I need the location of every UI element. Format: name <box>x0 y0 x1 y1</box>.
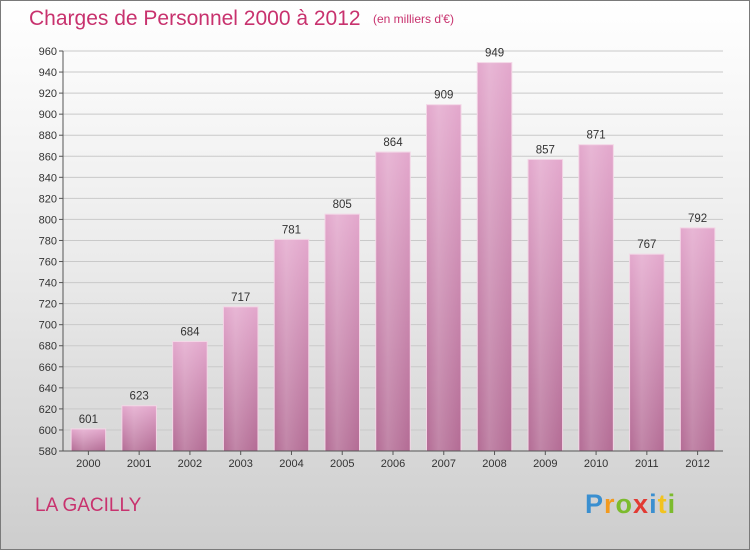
y-tick-label: 880 <box>39 130 57 142</box>
y-tick-label: 900 <box>39 109 57 121</box>
logo-letter: i <box>649 489 658 519</box>
x-tick-label: 2000 <box>76 458 100 470</box>
x-tick-label: 2001 <box>127 458 151 470</box>
bar-value-label: 864 <box>383 137 403 149</box>
x-tick-label: 2005 <box>330 458 354 470</box>
logo-letter: P <box>585 489 605 519</box>
bar-highlight <box>680 227 715 451</box>
bar-highlight <box>477 62 512 451</box>
x-tick-label: 2009 <box>533 458 557 470</box>
y-tick-label: 740 <box>39 278 57 290</box>
y-tick-label: 700 <box>39 320 57 332</box>
chart-subtitle: (en milliers d'€) <box>373 12 454 26</box>
x-tick-label: 2012 <box>685 458 709 470</box>
bar-value-label: 623 <box>130 391 149 403</box>
y-tick-label: 860 <box>39 151 57 163</box>
bar-value-label: 871 <box>586 130 605 142</box>
x-tick-label: 2007 <box>432 458 456 470</box>
y-tick-label: 620 <box>39 404 57 416</box>
x-tick-label: 2006 <box>381 458 405 470</box>
bar-highlight <box>223 306 258 451</box>
y-tick-label: 940 <box>39 67 57 79</box>
y-tick-label: 780 <box>39 235 57 247</box>
y-tick-label: 960 <box>39 46 57 58</box>
x-tick-label: 2010 <box>584 458 608 470</box>
bar-value-label: 684 <box>180 327 200 339</box>
proxiti-logo[interactable]: Proxiti <box>585 489 676 520</box>
x-tick-label: 2002 <box>178 458 202 470</box>
y-tick-label: 640 <box>39 383 57 395</box>
logo-letter: x <box>633 489 650 519</box>
bar-highlight <box>578 144 614 451</box>
bar-highlight <box>71 428 106 451</box>
y-tick-label: 680 <box>39 341 57 353</box>
bar-highlight <box>528 159 563 451</box>
bar-value-label: 909 <box>434 90 453 102</box>
x-tick-label: 2004 <box>279 458 303 470</box>
y-tick-label: 800 <box>39 214 57 226</box>
y-tick-label: 760 <box>39 257 57 269</box>
bar-value-label: 767 <box>637 239 656 251</box>
bar-highlight <box>426 104 462 452</box>
bar-highlight <box>629 254 665 451</box>
bar-highlight <box>172 341 208 451</box>
bar-highlight <box>274 239 309 451</box>
y-tick-label: 660 <box>39 362 57 374</box>
bar-value-label: 949 <box>485 48 504 60</box>
logo-letter: t <box>657 489 668 519</box>
logo-letter: r <box>604 489 616 519</box>
x-tick-label: 2011 <box>635 458 659 470</box>
bar-value-label: 792 <box>688 213 707 225</box>
bar-value-label: 857 <box>536 144 555 156</box>
bar-highlight <box>375 152 411 452</box>
y-tick-label: 720 <box>39 299 57 311</box>
bar-highlight <box>324 214 360 451</box>
y-tick-label: 840 <box>39 172 57 184</box>
logo-letter: o <box>615 489 634 519</box>
logo-letter: i <box>667 489 677 519</box>
bar-value-label: 781 <box>282 224 301 236</box>
bar-highlight <box>121 405 157 451</box>
bar-value-label: 601 <box>79 414 98 426</box>
bar-value-label: 717 <box>231 292 250 304</box>
y-tick-label: 600 <box>39 425 57 437</box>
y-tick-label: 580 <box>39 446 57 458</box>
bar-value-label: 805 <box>333 199 352 211</box>
x-tick-label: 2008 <box>482 458 506 470</box>
commune-name: LA GACILLY <box>35 495 142 516</box>
x-tick-label: 2003 <box>228 458 252 470</box>
y-tick-label: 820 <box>39 193 57 205</box>
chart-title: Charges de Personnel 2000 à 2012 <box>29 7 361 30</box>
y-tick-label: 920 <box>39 88 57 100</box>
